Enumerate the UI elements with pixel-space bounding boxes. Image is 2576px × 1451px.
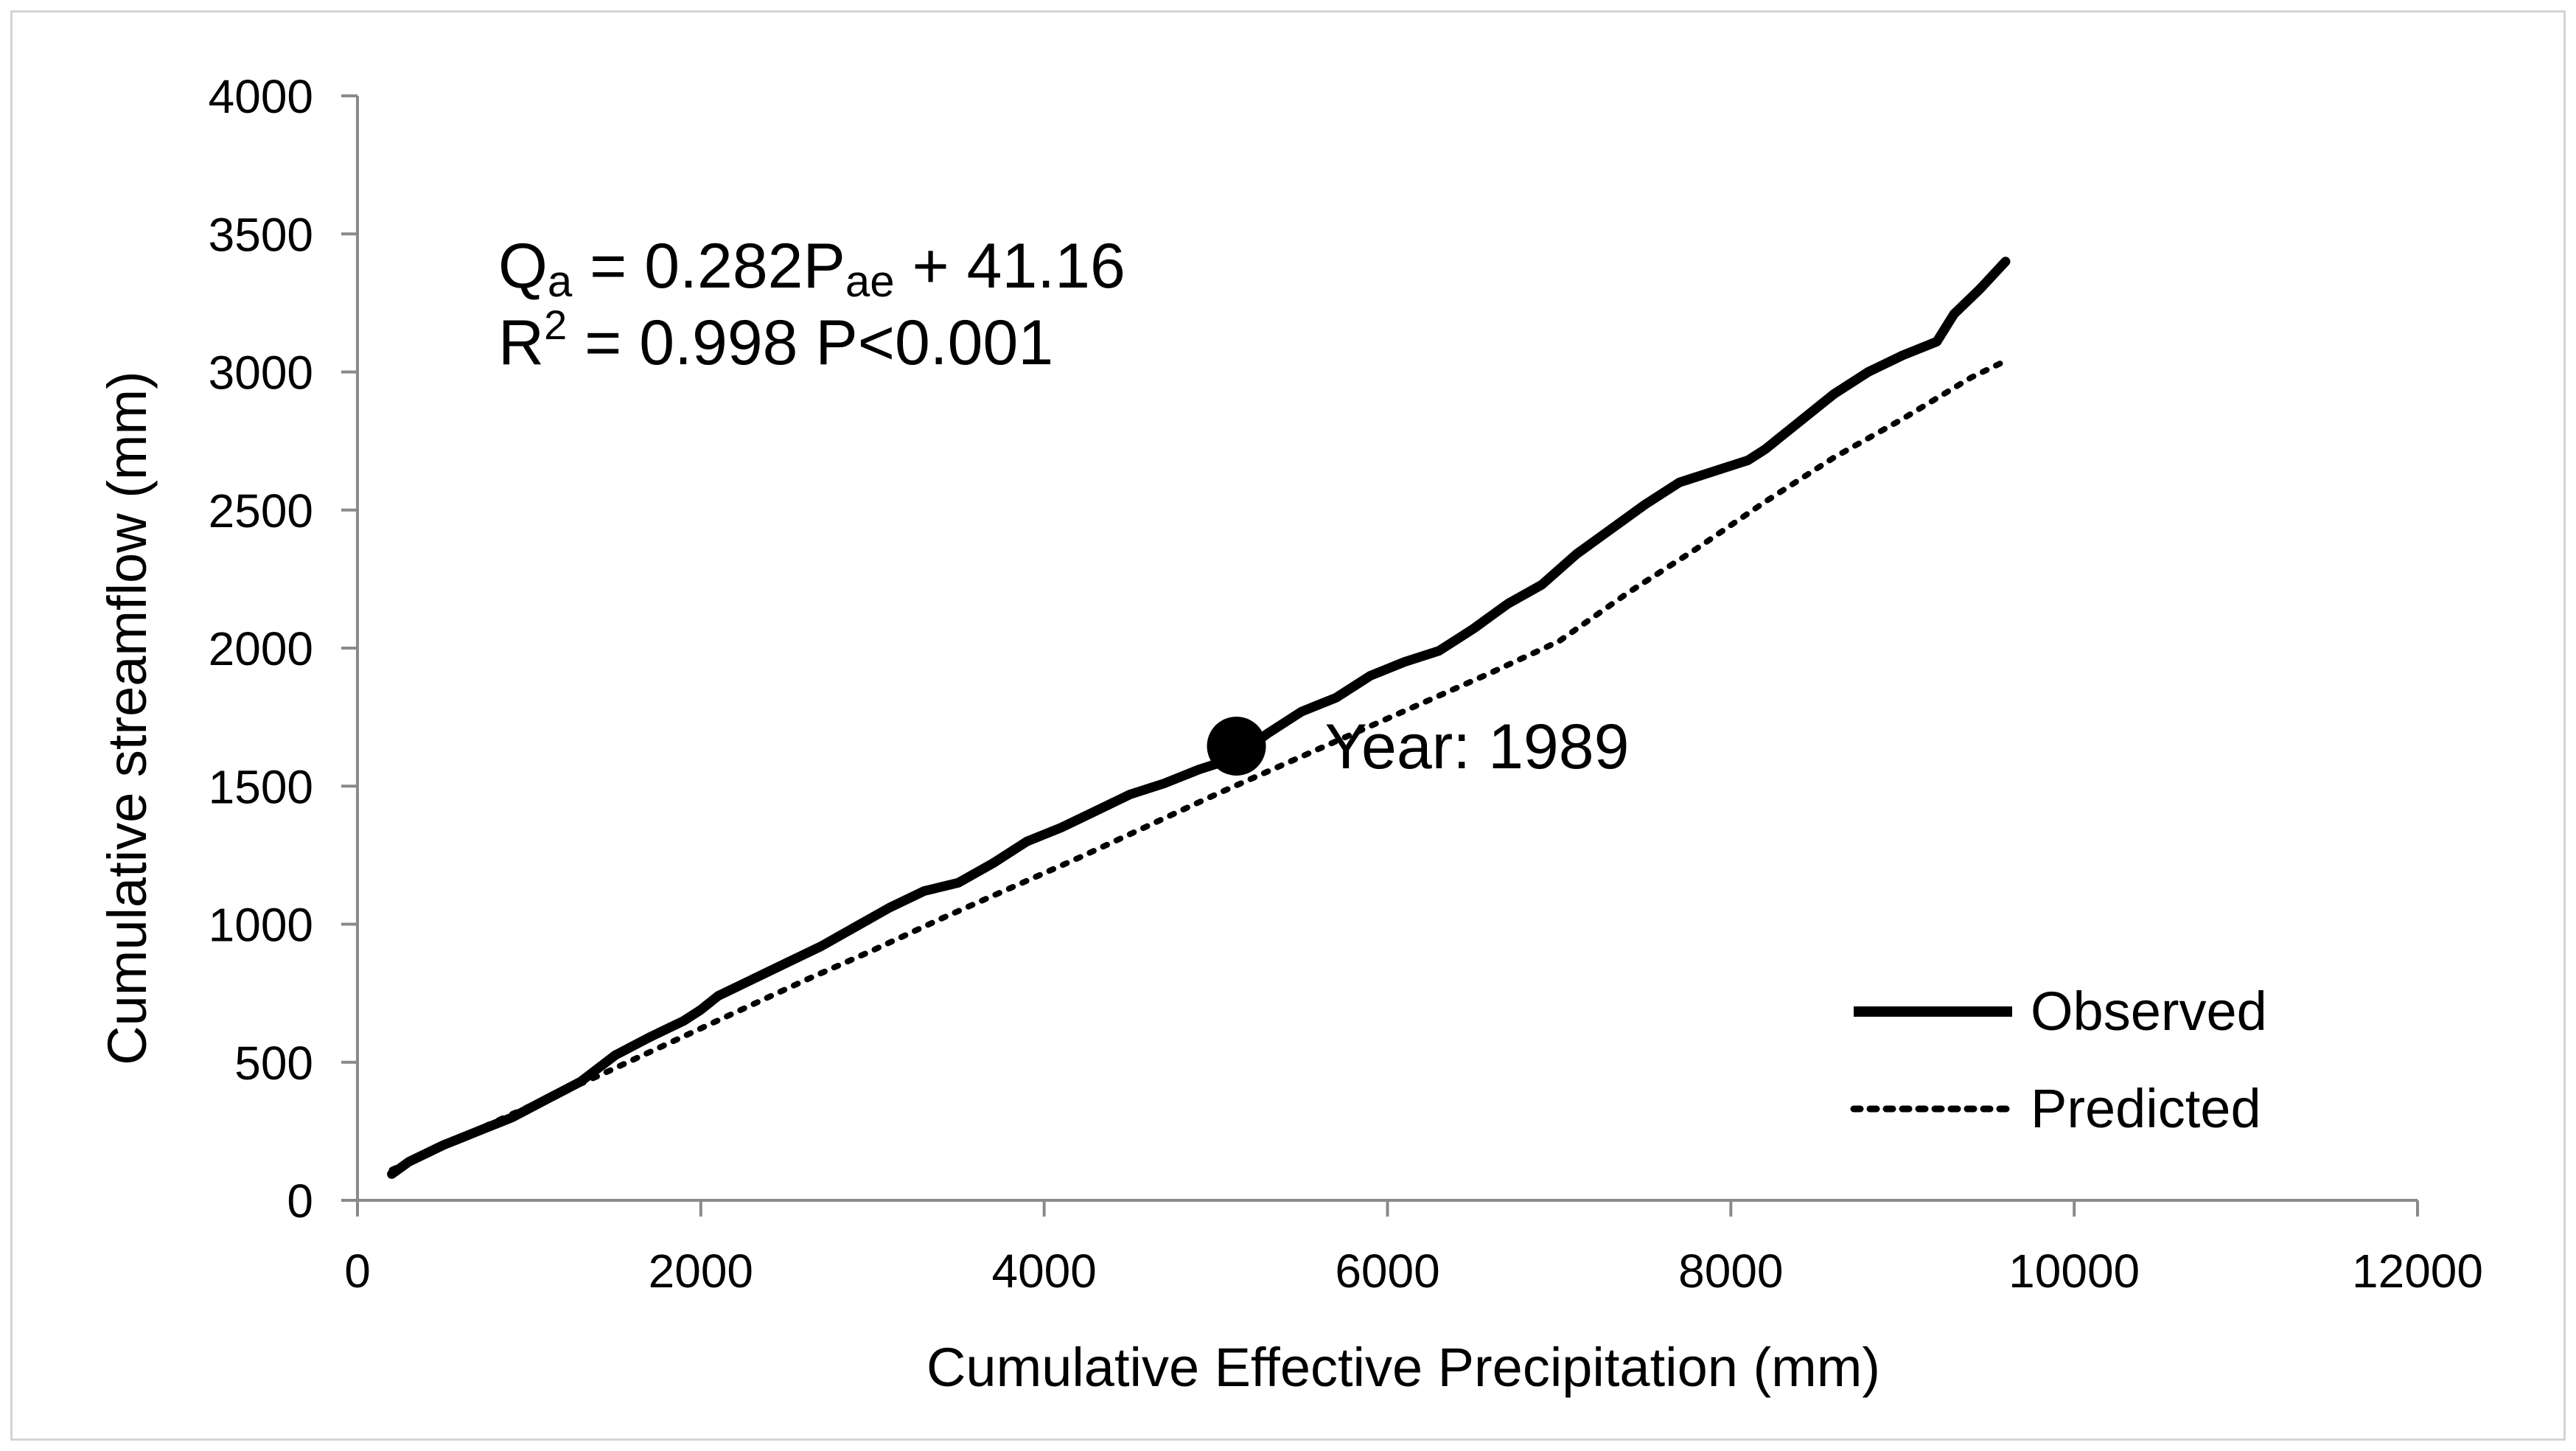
legend-observed-label: Observed [2031, 981, 2267, 1042]
y-tick-label: 2000 [209, 622, 313, 675]
eq-suffix: + 41.16 [895, 231, 1125, 302]
r-squared-text: R2 = 0.998 P<0.001 [498, 302, 1053, 378]
x-tick-label: 12000 [2352, 1245, 2483, 1298]
series-layer [387, 257, 2011, 1179]
legend: Observed Predicted [1850, 981, 2267, 1139]
y-tick-label: 500 [234, 1037, 313, 1090]
series-predicted-line [388, 358, 2008, 1173]
x-tick-label: 8000 [1678, 1245, 1783, 1298]
y-tick-label: 0 [287, 1175, 313, 1228]
x-tick-label: 6000 [1335, 1245, 1439, 1298]
year-annotation-label: Year: 1989 [1325, 711, 1630, 782]
x-tick-label: 2000 [649, 1245, 753, 1298]
legend-predicted-label: Predicted [2031, 1078, 2261, 1139]
y-tick-label: 3500 [209, 208, 313, 261]
y-tick-label: 4000 [209, 70, 313, 123]
x-tick-group: 0 2000 4000 6000 8000 10000 12000 [344, 1200, 2483, 1298]
x-tick-label: 0 [344, 1245, 371, 1298]
year-1989-marker [1207, 716, 1266, 776]
eq-middle: = 0.282P [572, 231, 845, 302]
r2-r: R [498, 307, 544, 378]
regression-equation: Qa = 0.282Pae + 41.16 [498, 231, 1125, 306]
x-tick-label: 4000 [991, 1245, 1096, 1298]
r2-value: = 0.998 P<0.001 [567, 307, 1053, 378]
eq-q: Q [498, 231, 548, 302]
series-observed-line [387, 257, 2011, 1179]
y-tick-group: 0 500 1000 1500 2000 2500 3000 3500 4000 [209, 70, 357, 1228]
y-tick-label: 2500 [209, 484, 313, 537]
x-axis-title: Cumulative Effective Precipitation (mm) [926, 1337, 1880, 1398]
y-tick-label: 1500 [209, 760, 313, 813]
y-tick-label: 3000 [209, 347, 313, 400]
y-tick-label: 1000 [209, 899, 313, 952]
y-axis-title: Cumulative streamflow (mm) [97, 371, 158, 1065]
r2-superscript: 2 [544, 302, 567, 348]
eq-p-subscript: ae [845, 257, 895, 306]
eq-q-subscript: a [548, 257, 573, 306]
x-tick-label: 10000 [2008, 1245, 2140, 1298]
